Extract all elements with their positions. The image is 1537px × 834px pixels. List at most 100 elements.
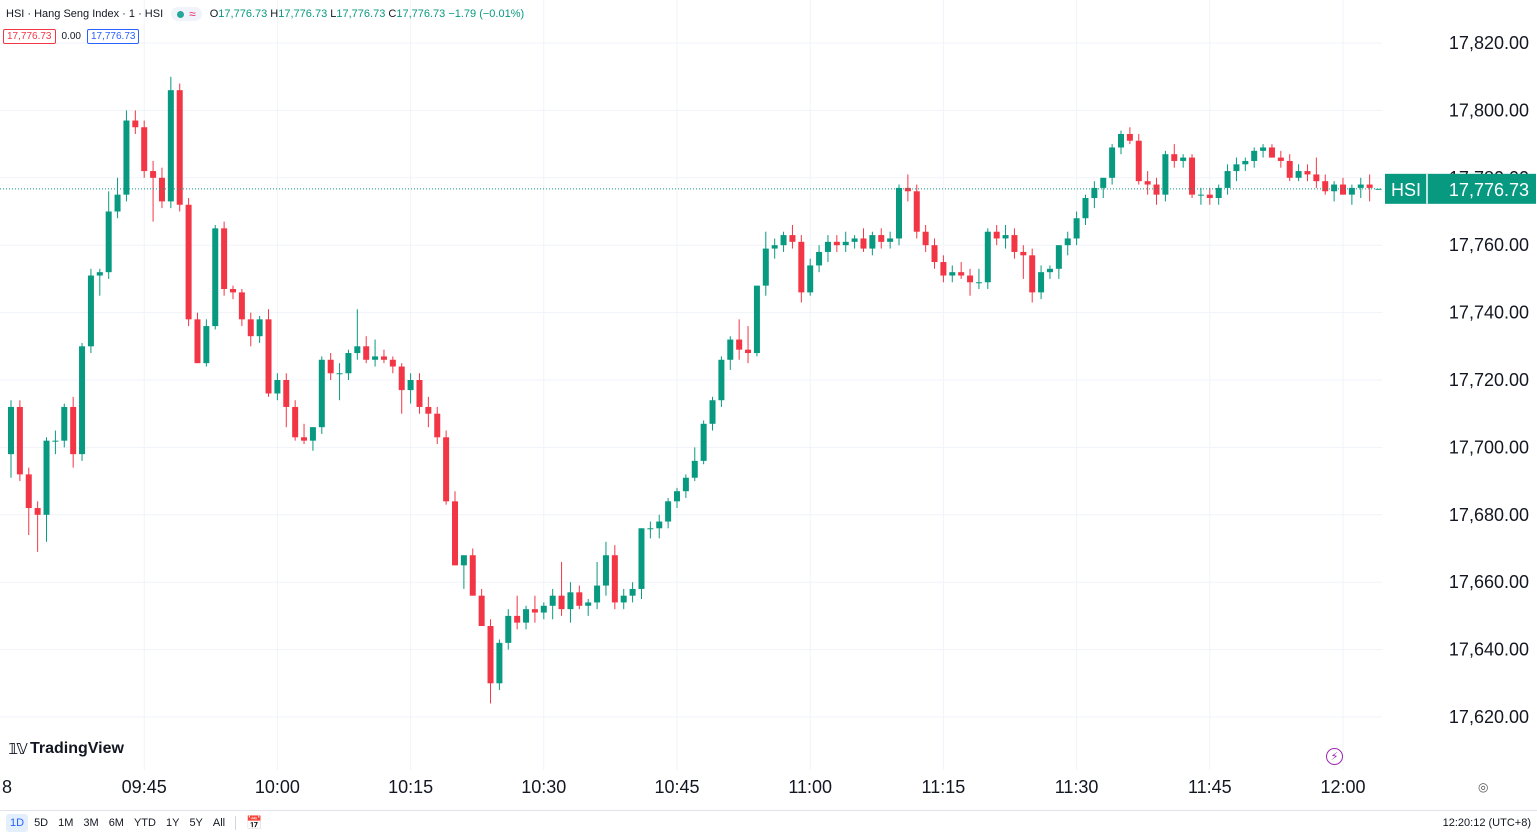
candle [780,231,787,252]
candle-body [230,289,236,293]
tradingview-mark-icon: 𝟙𝕍 [8,741,28,758]
candle-body [1073,218,1080,239]
candle [176,83,183,212]
candles [8,76,1382,704]
candle-body [1162,154,1169,195]
candle [931,238,938,269]
candle [372,339,379,367]
candle-body [940,262,947,276]
sell-price-tag[interactable]: 17,776.73 [3,29,56,44]
candle [1233,157,1240,182]
range-button-5d[interactable]: 5D [34,816,49,829]
range-button-ytd[interactable]: YTD [133,816,156,829]
candle [975,268,982,290]
market-status-pill[interactable]: ≈ [171,7,202,21]
candle-body [904,187,911,192]
candle [1366,174,1373,202]
range-button-1y[interactable]: 1Y [165,816,180,829]
candle-body [1153,184,1160,195]
range-button-5y[interactable]: 5Y [189,816,203,829]
candle-body [816,251,823,266]
candle [602,541,609,596]
candle [345,349,352,380]
candle [327,353,334,380]
range-button-6m[interactable]: 6M [108,816,124,829]
candle-body [452,501,458,566]
lightning-icon[interactable]: ⚡ [1326,748,1343,765]
candle [585,599,592,616]
candle-body [61,406,68,441]
candle-body [576,592,583,606]
candle [1011,228,1018,259]
candle [452,491,458,566]
calendar-icon[interactable]: 📅 [246,814,263,830]
candle-body [1011,235,1018,252]
candle [718,356,725,407]
candle [1340,177,1346,195]
time-axis[interactable]: 8 09:45 10:00 10:15 10:30 10:45 11:00 11:15 11:3… [2,777,1366,797]
candle-body [629,588,636,596]
candle [309,427,316,451]
candle-body [247,319,254,337]
x-tick-label: 11:45 [1188,777,1232,797]
x-tick-label: 8 [2,777,12,797]
candle-body [656,521,663,529]
candle-body [531,609,538,613]
candlestick-chart[interactable]: 17,620.00 17,640.00 17,660.00 17,680.00 17,7… [0,0,1537,810]
candle-body [283,380,290,407]
candle [283,373,290,428]
candle [1153,177,1160,205]
candle [922,224,929,252]
candle-body [141,127,148,172]
settings-icon[interactable]: ◎ [1478,780,1489,794]
chart-legend: HSI · Hang Seng Index · 1 · HSI ≈ O17,77… [6,6,524,22]
candle-body [753,285,760,354]
candle-body [1100,177,1107,188]
range-button-1d[interactable]: 1D [6,813,29,832]
tradingview-logo[interactable]: 𝟙𝕍 TradingView [8,740,124,758]
candle [789,224,796,249]
candle [380,349,387,364]
candle-body [984,231,991,283]
candle [389,356,396,374]
price-axis[interactable]: 17,620.00 17,640.00 17,660.00 17,680.00 17,7… [1449,33,1529,727]
range-button-all[interactable]: All [212,816,226,829]
candle-body [700,423,707,461]
candle [1073,211,1080,246]
candle-body [665,501,672,522]
candle-body [1046,268,1053,273]
candle [745,326,752,364]
candle [549,588,556,620]
candle-body [896,187,902,239]
candle-body [798,241,805,293]
candle-body [158,177,165,202]
candle-body [1215,187,1222,199]
clock[interactable]: 12:20:12 (UTC+8) [1442,817,1531,829]
candle-body [274,380,281,394]
candle [1197,187,1204,205]
candle [558,561,565,616]
candle-body [674,491,680,502]
range-button-3m[interactable]: 3M [83,816,99,829]
candle [407,373,414,404]
candle-body [1126,133,1133,141]
candle-body [949,272,956,276]
range-button-1m[interactable]: 1M [58,816,74,829]
buy-price-tag[interactable]: 17,776.73 [86,29,140,44]
candle [212,224,219,330]
candle [301,423,308,445]
candle [1109,144,1116,185]
candle [869,231,876,256]
candle [824,235,831,263]
symbol-title[interactable]: HSI · Hang Seng Index · 1 · HSI [6,8,164,20]
divider [235,815,237,830]
candle-body [460,555,467,566]
candle [1304,164,1311,182]
candle-body [727,339,734,360]
candle [807,258,814,296]
candle [105,191,112,279]
candle-body [523,609,530,623]
candle [70,396,77,468]
candle [478,588,485,627]
candle-body [1189,157,1196,195]
